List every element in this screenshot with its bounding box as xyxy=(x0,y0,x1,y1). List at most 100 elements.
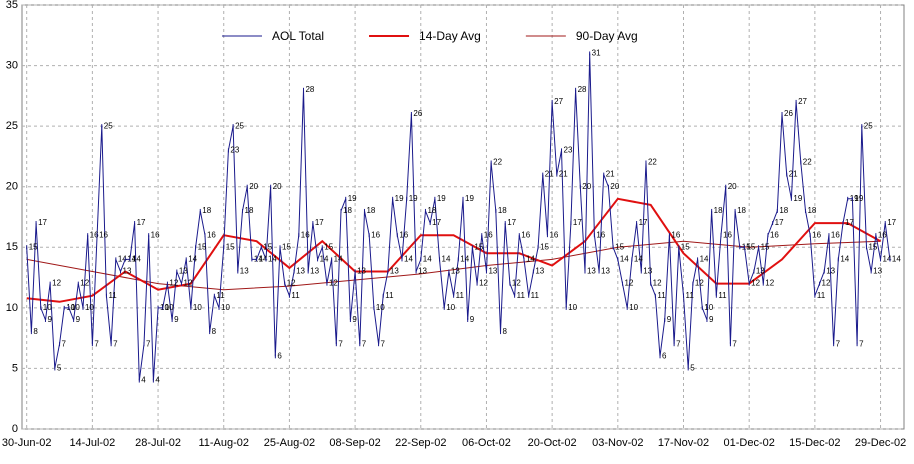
value-label: 13 xyxy=(601,267,610,276)
value-label: 15 xyxy=(282,242,291,251)
value-label: 27 xyxy=(554,97,563,106)
value-label: 10 xyxy=(221,303,230,312)
value-label: 9 xyxy=(470,315,475,324)
value-label: 19 xyxy=(348,194,357,203)
value-label: 23 xyxy=(230,145,239,154)
value-label: 20 xyxy=(273,182,282,191)
value-label: 25 xyxy=(235,121,244,130)
value-label: 20 xyxy=(610,182,619,191)
value-label: 11 xyxy=(456,291,465,300)
value-label: 10 xyxy=(43,303,52,312)
value-label: 9 xyxy=(47,315,52,324)
value-label: 17 xyxy=(137,218,146,227)
value-label: 18 xyxy=(714,206,723,215)
value-label: 16 xyxy=(484,230,493,239)
value-label: 18 xyxy=(366,206,375,215)
value-label: 14 xyxy=(320,255,329,264)
value-label: 5 xyxy=(690,364,695,373)
value-label: 16 xyxy=(99,230,108,239)
value-label: 19 xyxy=(395,194,404,203)
value-label: 12 xyxy=(52,279,61,288)
value-label: 14 xyxy=(892,255,901,264)
value-label: 18 xyxy=(498,206,507,215)
value-label: 16 xyxy=(878,230,887,239)
series-line xyxy=(26,240,881,291)
value-label: 28 xyxy=(578,85,587,94)
x-tick-label: 06-Oct-02 xyxy=(462,437,511,449)
value-label: 12 xyxy=(695,279,704,288)
value-label: 19 xyxy=(854,194,863,203)
y-tick-label: 25 xyxy=(6,120,18,132)
value-label: 11 xyxy=(686,291,695,300)
value-label: 13 xyxy=(179,267,188,276)
value-label: 7 xyxy=(836,339,841,348)
value-label: 15 xyxy=(29,242,38,251)
x-tick-label: 01-Dec-02 xyxy=(724,437,775,449)
plot-area xyxy=(21,4,905,430)
value-label: 13 xyxy=(240,267,249,276)
value-label: 15 xyxy=(681,242,690,251)
value-label: 20 xyxy=(249,182,258,191)
value-label: 19 xyxy=(850,194,859,203)
x-tick-label: 25-Aug-02 xyxy=(264,437,315,449)
value-label: 4 xyxy=(141,376,146,385)
series-line xyxy=(26,197,881,303)
y-tick-label: 0 xyxy=(12,423,18,435)
value-label: 15 xyxy=(761,242,770,251)
value-label: 26 xyxy=(413,109,422,118)
value-label: 17 xyxy=(573,218,582,227)
value-label: 17 xyxy=(887,218,896,227)
value-label: 15 xyxy=(226,242,235,251)
value-label: 15 xyxy=(474,242,483,251)
y-tick-label: 30 xyxy=(6,59,18,71)
y-tick-label: 15 xyxy=(6,241,18,253)
value-label: 6 xyxy=(662,351,667,360)
value-label: 12 xyxy=(512,279,521,288)
value-label: 28 xyxy=(305,85,314,94)
value-label: 12 xyxy=(184,279,193,288)
value-label: 16 xyxy=(399,230,408,239)
value-label: 10 xyxy=(66,303,75,312)
value-label: 7 xyxy=(94,339,99,348)
value-label: 11 xyxy=(385,291,394,300)
value-label: 5 xyxy=(57,364,62,373)
y-tick-label: 10 xyxy=(6,302,18,314)
value-label: 19 xyxy=(465,194,474,203)
value-label: 15 xyxy=(742,242,751,251)
value-label: 16 xyxy=(671,230,680,239)
value-label: 7 xyxy=(732,339,737,348)
value-label: 7 xyxy=(859,339,864,348)
value-label: 7 xyxy=(62,339,67,348)
value-label: 31 xyxy=(592,49,601,58)
value-label: 14 xyxy=(840,255,849,264)
legend-label: 90-Day Avg xyxy=(576,29,638,43)
value-label: 7 xyxy=(113,339,118,348)
value-label: 13 xyxy=(873,267,882,276)
value-label: 17 xyxy=(432,218,441,227)
value-label: 12 xyxy=(751,279,760,288)
value-label: 18 xyxy=(202,206,211,215)
value-label: 14 xyxy=(268,255,277,264)
value-label: 8 xyxy=(33,327,38,336)
value-label: 13 xyxy=(826,267,835,276)
value-label: 14 xyxy=(188,255,197,264)
value-label: 6 xyxy=(277,351,282,360)
value-label: 14 xyxy=(254,255,263,264)
value-label: 4 xyxy=(155,376,160,385)
value-label: 12 xyxy=(329,279,338,288)
value-label: 16 xyxy=(301,230,310,239)
value-label: 11 xyxy=(517,291,526,300)
value-label: 16 xyxy=(831,230,840,239)
value-label: 22 xyxy=(648,158,657,167)
value-label: 14 xyxy=(334,255,343,264)
value-label: 18 xyxy=(737,206,746,215)
value-label: 25 xyxy=(864,121,873,130)
value-label: 15 xyxy=(615,242,624,251)
value-label: 27 xyxy=(798,97,807,106)
value-label: 13 xyxy=(418,267,427,276)
value-label: 10 xyxy=(376,303,385,312)
value-label: 18 xyxy=(779,206,788,215)
value-label: 17 xyxy=(639,218,648,227)
value-label: 11 xyxy=(291,291,300,300)
